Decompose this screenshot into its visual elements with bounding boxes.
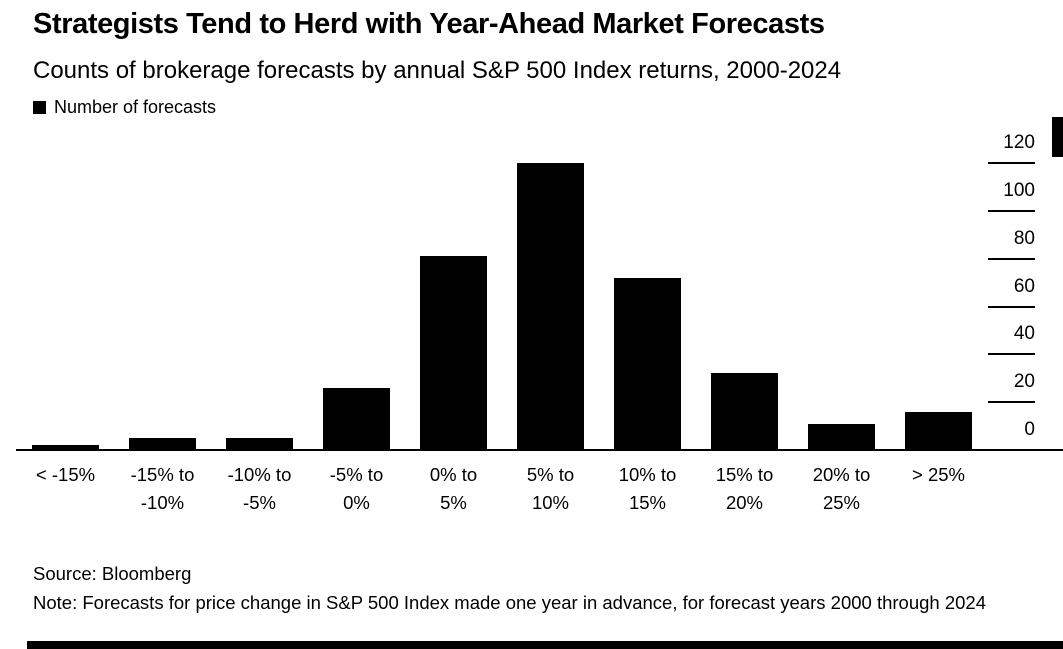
x-axis-baseline <box>16 449 1063 451</box>
y-tick-label: 80 <box>1013 227 1035 249</box>
y-tick-stub <box>988 257 1035 260</box>
x-axis-label: 5% to 10% <box>526 464 575 513</box>
bar <box>517 163 584 450</box>
x-axis-label: 0% to 5% <box>429 464 478 513</box>
bar <box>129 438 196 450</box>
bar <box>905 411 972 450</box>
y-tick-label: 40 <box>1013 323 1035 345</box>
x-axis-label: < -15% <box>35 464 96 485</box>
source-text: Source: Bloomberg <box>33 563 192 584</box>
y-tick-stub <box>988 209 1035 212</box>
x-axis-label: -5% to 0% <box>329 464 384 513</box>
legend-swatch-icon <box>33 101 46 114</box>
bloomberg-corner-mark <box>1052 117 1063 157</box>
y-tick-stub <box>988 305 1035 308</box>
bar <box>420 256 487 450</box>
bar <box>323 387 390 450</box>
chart-title: Strategists Tend to Herd with Year-Ahead… <box>33 8 825 40</box>
bar <box>808 423 875 450</box>
y-tick-stub <box>988 353 1035 356</box>
y-tick-label: 60 <box>1013 275 1035 297</box>
x-axis-label: > 25% <box>912 464 965 485</box>
y-tick-stub <box>988 401 1035 404</box>
bottom-rule <box>27 641 1063 649</box>
y-tick-label: 100 <box>1003 179 1035 201</box>
bar <box>614 277 681 450</box>
legend: Number of forecasts <box>33 97 216 118</box>
bar <box>32 445 99 450</box>
x-axis-label: 15% to 20% <box>715 464 774 513</box>
y-tick-label: 0 <box>1024 419 1035 440</box>
bar <box>226 438 293 450</box>
bar <box>711 373 778 450</box>
x-axis-label: 10% to 15% <box>618 464 677 513</box>
y-tick-label: 20 <box>1013 371 1035 393</box>
legend-label: Number of forecasts <box>54 97 217 117</box>
y-tick-stub <box>988 162 1035 164</box>
chart-subtitle: Counts of brokerage forecasts by annual … <box>33 57 842 84</box>
x-axis-label: -15% to -10% <box>130 464 195 513</box>
note-text: Note: Forecasts for price change in S&P … <box>33 592 986 613</box>
x-axis-label: -10% to -5% <box>227 464 292 513</box>
y-tick-label: 120 <box>1003 132 1035 153</box>
x-axis-label: 20% to 25% <box>812 464 871 513</box>
